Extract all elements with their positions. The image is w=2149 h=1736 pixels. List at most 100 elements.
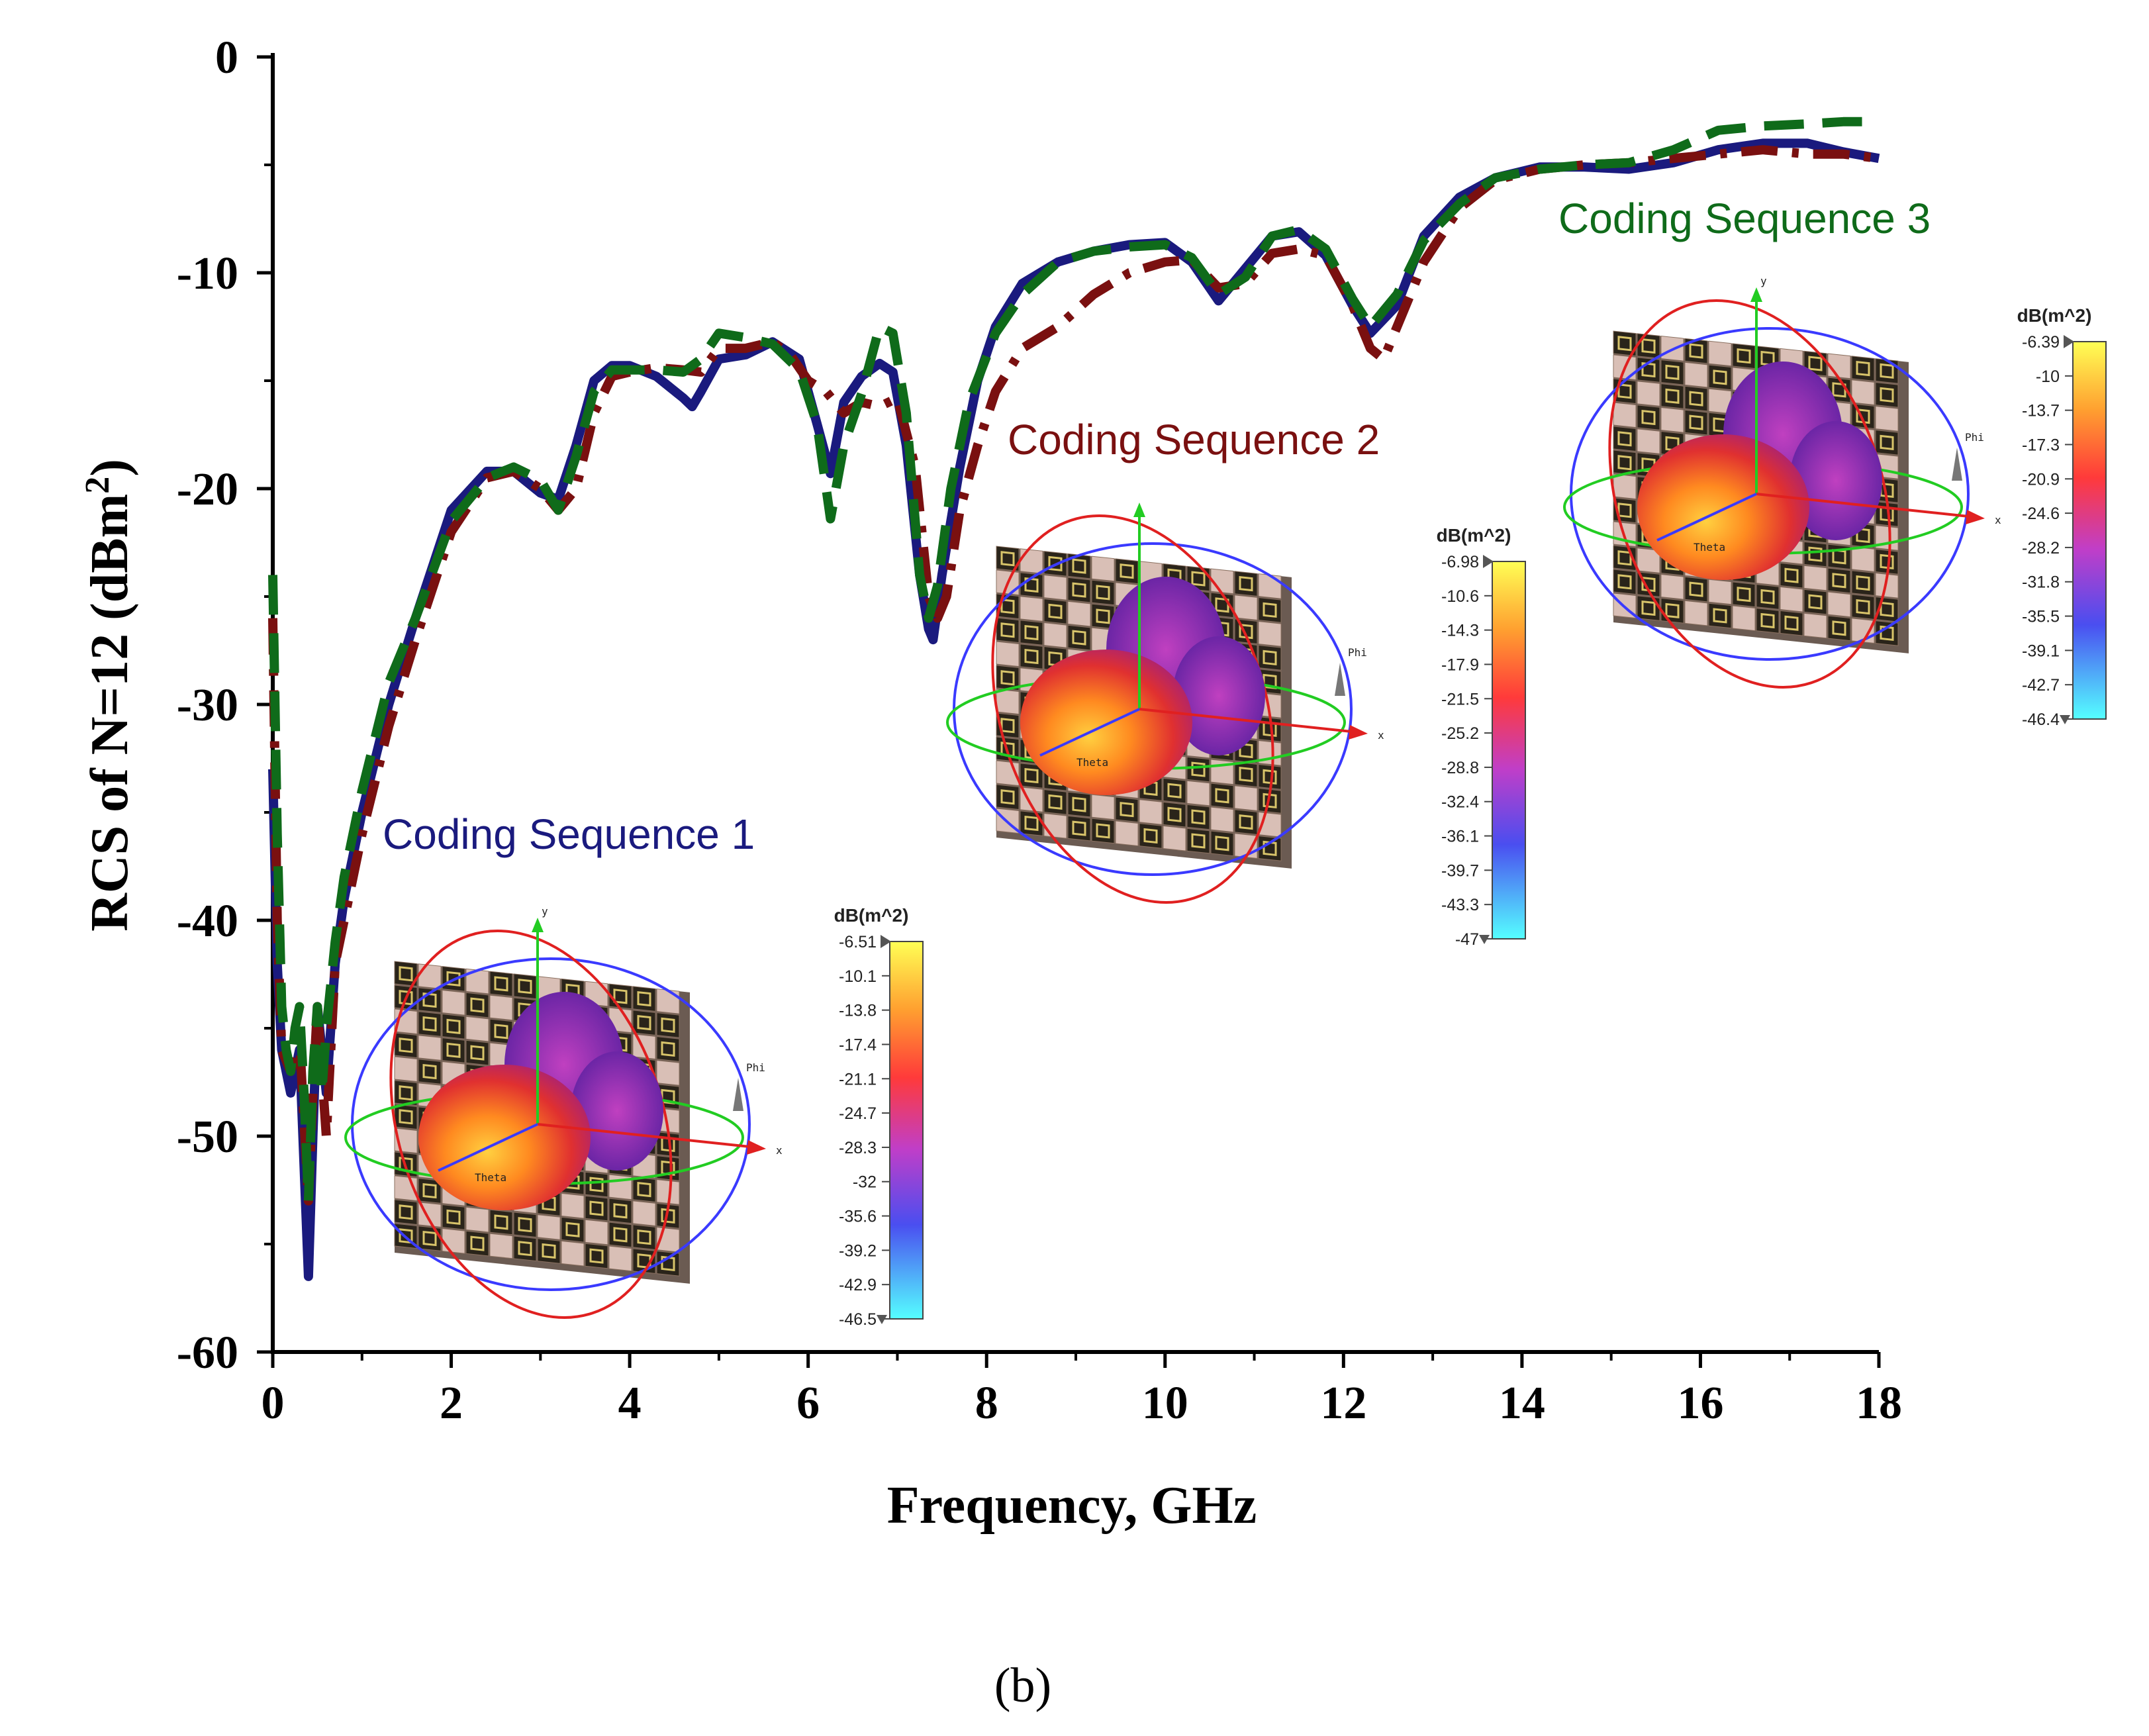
y-axis-title-main: RCS of N=12 (dBm bbox=[81, 494, 139, 932]
cell-ring bbox=[1641, 409, 1656, 426]
coding-cell bbox=[996, 689, 1020, 715]
coding-cell bbox=[1708, 364, 1732, 391]
coding-cell bbox=[656, 1036, 680, 1062]
cell-ring bbox=[1048, 794, 1063, 810]
cell-ring bbox=[1000, 718, 1015, 734]
x-arrow-head bbox=[1349, 725, 1368, 740]
colorbar-title: dB(m^2) bbox=[2017, 305, 2092, 326]
cell-ring bbox=[1143, 828, 1158, 844]
cell-ring bbox=[1263, 602, 1277, 618]
coding-cell bbox=[608, 1198, 632, 1224]
colorbar-tick-label: -6.98 bbox=[1441, 553, 1479, 571]
cell-ring bbox=[1191, 833, 1206, 849]
cell-ring bbox=[1024, 815, 1039, 832]
coding-cell bbox=[394, 1032, 418, 1059]
coding-cell bbox=[1637, 405, 1660, 430]
cell-ring bbox=[1784, 615, 1799, 631]
colorbar-tick-label: -46.4 bbox=[2022, 710, 2060, 729]
coding-cell bbox=[1091, 555, 1115, 582]
coding-cell bbox=[418, 1035, 442, 1061]
coding-cell bbox=[585, 1195, 608, 1222]
cell-ring bbox=[1713, 369, 1727, 385]
coding-cell bbox=[996, 641, 1020, 667]
phi-text: Phi bbox=[1965, 431, 1984, 444]
cell-ring bbox=[1641, 600, 1656, 616]
cell-ring bbox=[399, 1109, 413, 1125]
colorbar-tick-label: -43.3 bbox=[1441, 896, 1479, 914]
coding-cell bbox=[1613, 473, 1637, 500]
colorbar-tick-label: -24.6 bbox=[2022, 505, 2060, 523]
coding-cell bbox=[1067, 624, 1091, 651]
coding-cell bbox=[1851, 403, 1875, 429]
inset-1: Coding Sequence 1 x y Phi Theta dB(m^2) -6.51 -… bbox=[344, 810, 924, 1329]
coding-cell bbox=[442, 1037, 465, 1063]
colorbar-tick-label: -28.8 bbox=[1441, 759, 1479, 777]
cell-ring bbox=[446, 971, 461, 987]
x-tick-label: 6 bbox=[796, 1378, 820, 1429]
cell-ring bbox=[1880, 363, 1894, 379]
colorbar-max-marker bbox=[881, 935, 891, 948]
cell-ring bbox=[1665, 364, 1680, 380]
x-tick-label: 18 bbox=[1856, 1378, 1902, 1429]
coding-cell bbox=[1258, 740, 1282, 766]
coding-cell bbox=[537, 1214, 561, 1240]
coding-cell bbox=[513, 973, 537, 1000]
coding-cell bbox=[996, 617, 1020, 644]
coding-cell bbox=[1780, 610, 1803, 636]
cell-ring bbox=[565, 1222, 580, 1237]
cell-ring bbox=[1617, 455, 1632, 471]
colorbar-tick-label: -13.7 bbox=[2022, 402, 2060, 420]
coding-cell bbox=[465, 992, 489, 1018]
coding-cell bbox=[1732, 581, 1756, 608]
cell-ring bbox=[1689, 414, 1703, 430]
coding-cell bbox=[1803, 612, 1827, 639]
cell-ring bbox=[399, 966, 413, 982]
colorbar-min-marker bbox=[1479, 935, 1490, 944]
coding-cell bbox=[1660, 360, 1684, 385]
cell-ring bbox=[1120, 563, 1134, 579]
coding-cell bbox=[656, 1012, 680, 1038]
coding-cell bbox=[1067, 601, 1091, 627]
colorbar-title: dB(m^2) bbox=[834, 905, 909, 926]
coding-cell bbox=[1258, 645, 1282, 671]
cell-ring bbox=[1832, 573, 1846, 589]
cell-ring bbox=[1617, 336, 1632, 352]
theta-text: Theta bbox=[475, 1171, 506, 1184]
coding-cell bbox=[1234, 571, 1258, 597]
coding-cell bbox=[656, 989, 680, 1014]
cell-ring bbox=[1239, 814, 1253, 830]
cell-ring bbox=[1215, 597, 1229, 613]
coding-cell bbox=[1613, 426, 1637, 452]
cell-ring bbox=[399, 1204, 413, 1220]
coding-cell bbox=[1139, 799, 1163, 825]
y-tick-label: -10 bbox=[177, 248, 238, 299]
colorbar-tick-label: -6.39 bbox=[2022, 333, 2060, 352]
colorbar-tick-label: -10.6 bbox=[1441, 587, 1479, 606]
cell-ring bbox=[1048, 555, 1063, 571]
coding-cell bbox=[1067, 815, 1091, 842]
coding-cell bbox=[585, 1243, 608, 1269]
cell-ring bbox=[1096, 823, 1110, 839]
colorbar-tick-label: -10 bbox=[2036, 367, 2060, 386]
cell-ring bbox=[1000, 789, 1015, 805]
cell-ring bbox=[1167, 783, 1182, 798]
inset-label: Coding Sequence 1 bbox=[383, 810, 755, 858]
coding-cell bbox=[632, 1177, 656, 1202]
cell-ring bbox=[637, 1182, 651, 1198]
coding-cell bbox=[1827, 591, 1851, 618]
cell-ring bbox=[1263, 769, 1277, 785]
cell-ring bbox=[1808, 594, 1823, 610]
colorbar-min-marker bbox=[877, 1315, 887, 1324]
coding-cell bbox=[465, 1230, 489, 1257]
coding-cell bbox=[1708, 340, 1732, 367]
coding-cell bbox=[1234, 761, 1258, 787]
cell-ring bbox=[1760, 589, 1775, 605]
lobe-main bbox=[1637, 434, 1809, 580]
cell-ring bbox=[399, 1085, 413, 1101]
z-axis-arrow bbox=[438, 1123, 538, 1172]
cell-ring bbox=[399, 1228, 413, 1244]
coding-cell bbox=[1875, 382, 1899, 408]
coding-cell bbox=[1637, 595, 1660, 621]
x-axis-text: x bbox=[1995, 514, 2001, 526]
theta-text: Theta bbox=[1694, 541, 1725, 554]
